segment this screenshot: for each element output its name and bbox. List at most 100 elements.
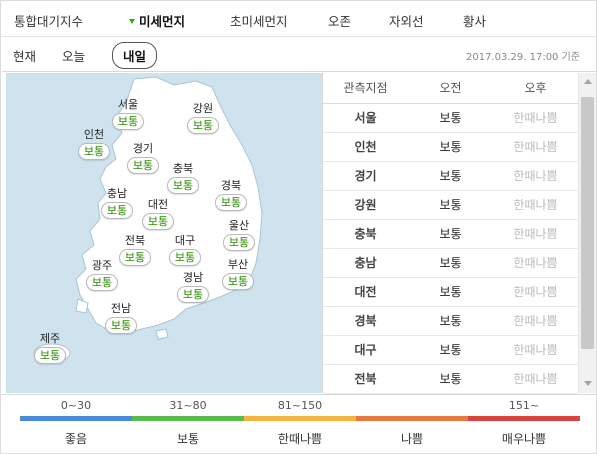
region-status-badge: 보통 bbox=[141, 213, 175, 230]
island-land bbox=[75, 298, 89, 314]
legend-label: 좋음 bbox=[64, 432, 88, 446]
afternoon-cell: 한때나쁨 bbox=[513, 198, 558, 212]
scroll-down-icon[interactable] bbox=[579, 377, 597, 391]
morning-cell: 보통 bbox=[439, 140, 462, 154]
region-gyeongnam[interactable]: 경남 보통 bbox=[163, 271, 223, 303]
column-header: 오전 bbox=[439, 81, 462, 95]
station-cell: 인천 bbox=[354, 140, 377, 154]
table-row: 경북 보통 한때나쁨 bbox=[323, 307, 578, 336]
region-chungbuk[interactable]: 충북 보통 bbox=[153, 162, 213, 194]
region-status-badge: 보통 bbox=[104, 317, 138, 334]
tab-integrated-index[interactable]: 통합대기지수 bbox=[14, 14, 84, 29]
table-row: 대구 보통 한때나쁨 bbox=[323, 336, 578, 365]
morning-cell: 보통 bbox=[439, 314, 462, 328]
tab-today[interactable]: 오늘 bbox=[62, 49, 86, 64]
region-name: 전남 bbox=[110, 302, 132, 315]
station-cell: 대전 bbox=[354, 285, 377, 299]
morning-cell: 보통 bbox=[439, 372, 462, 386]
table-row: 강원 보통 한때나쁨 bbox=[323, 191, 578, 220]
region-gyeongbuk[interactable]: 경북 보통 bbox=[201, 179, 261, 211]
station-cell: 경북 bbox=[354, 314, 377, 328]
station-cell: 충북 bbox=[354, 227, 377, 241]
morning-cell: 보통 bbox=[439, 343, 462, 357]
region-incheon[interactable]: 인천 보통 bbox=[64, 128, 124, 160]
table-row: 전북 보통 한때나쁨 bbox=[323, 365, 578, 394]
korea-map: 서울 보통 강원 보통 인천 보통 경기 보통 충북 보통 충남 보통 대전 보통 경북 보통 … bbox=[6, 73, 322, 393]
region-status-badge: 보통 bbox=[222, 234, 256, 251]
afternoon-cell: 한때나쁨 bbox=[513, 256, 558, 270]
region-status-badge: 보통 bbox=[126, 157, 160, 174]
morning-cell: 보통 bbox=[439, 169, 462, 183]
region-daejeon[interactable]: 대전 보통 bbox=[128, 198, 188, 230]
tab-now[interactable]: 현재 bbox=[13, 49, 37, 64]
legend-item-very-bad: 151~ 매우나쁨 bbox=[468, 399, 580, 447]
region-status-badge: 보통 bbox=[221, 273, 255, 290]
region-name: 강원 bbox=[192, 102, 214, 115]
legend-range: 81~150 bbox=[277, 399, 323, 412]
table-row: 서울 보통 한때나쁨 bbox=[323, 104, 578, 133]
region-name: 제주 bbox=[39, 332, 61, 345]
legend-color-bar bbox=[468, 416, 580, 421]
tab-fine-dust[interactable]: 미세먼지 bbox=[129, 11, 185, 30]
legend-range: 151~ bbox=[508, 399, 540, 412]
morning-cell: 보통 bbox=[439, 198, 462, 212]
region-gwangju[interactable]: 광주 보통 bbox=[72, 259, 132, 291]
region-status-badge: 보통 bbox=[33, 347, 67, 364]
morning-cell: 보통 bbox=[439, 256, 462, 270]
tab-ozone[interactable]: 오존 bbox=[328, 14, 352, 29]
station-cell: 경기 bbox=[354, 169, 377, 183]
tab-fine-dust-label: 미세먼지 bbox=[139, 14, 186, 29]
station-cell: 충남 bbox=[354, 256, 377, 270]
table-row: 충남 보통 한때나쁨 bbox=[323, 249, 578, 278]
station-cell: 서울 bbox=[354, 111, 377, 125]
legend-range: 31~80 bbox=[169, 399, 207, 412]
region-name: 대구 bbox=[174, 234, 196, 247]
station-cell: 강원 bbox=[354, 198, 377, 212]
station-cell: 전북 bbox=[354, 372, 377, 386]
legend-range bbox=[356, 399, 468, 413]
scrollbar-thumb[interactable] bbox=[581, 97, 594, 349]
region-name: 경기 bbox=[132, 142, 154, 155]
legend-label: 한때나쁨 bbox=[277, 432, 323, 446]
legend-item-bad: 나쁨 bbox=[356, 399, 468, 447]
table-row: 경기 보통 한때나쁨 bbox=[323, 162, 578, 191]
region-name: 전북 bbox=[124, 234, 146, 247]
legend-color-bar bbox=[244, 416, 356, 421]
region-status-badge: 보통 bbox=[186, 117, 220, 134]
legend-label: 나쁨 bbox=[400, 432, 424, 446]
tab-uv[interactable]: 자외선 bbox=[389, 14, 424, 29]
region-status-badge: 보통 bbox=[77, 143, 111, 160]
afternoon-cell: 한때나쁨 bbox=[513, 140, 558, 154]
region-status-badge: 보통 bbox=[168, 249, 202, 266]
table-scrollbar[interactable] bbox=[578, 73, 596, 393]
day-tabs: 현재 오늘 내일 2017.03.29. 17:00 기준 bbox=[2, 37, 597, 72]
region-name: 광주 bbox=[91, 259, 113, 272]
scroll-up-icon[interactable] bbox=[579, 75, 597, 89]
tab-ultrafine-dust[interactable]: 초미세먼지 bbox=[230, 14, 288, 29]
region-status-badge: 보통 bbox=[214, 194, 248, 211]
legend-item-good: 0~30 좋음 bbox=[20, 399, 132, 447]
forecast-table: 관측지점 오전 오후 서울 보통 한때나쁨 인천 보통 한때나쁨 경기 보통 한때나쁨 강원… bbox=[322, 73, 578, 394]
region-seoul[interactable]: 서울 보통 bbox=[98, 98, 158, 130]
legend-label: 보통 bbox=[176, 432, 200, 446]
region-chungnam[interactable]: 충남 보통 bbox=[87, 187, 147, 219]
station-cell: 대구 bbox=[354, 343, 377, 357]
region-status-badge: 보통 bbox=[100, 202, 134, 219]
region-status-badge: 보통 bbox=[118, 249, 152, 266]
column-header: 오후 bbox=[524, 81, 547, 95]
tab-yellow-dust[interactable]: 황사 bbox=[463, 14, 487, 29]
region-name: 충북 bbox=[172, 162, 194, 175]
table-row: 충북 보통 한때나쁨 bbox=[323, 220, 578, 249]
region-ulsan[interactable]: 울산 보통 bbox=[209, 219, 269, 251]
region-status-badge: 보통 bbox=[176, 286, 210, 303]
island-land bbox=[155, 328, 169, 340]
tab-tomorrow[interactable]: 내일 bbox=[112, 42, 158, 69]
region-busan[interactable]: 부산 보통 bbox=[208, 258, 268, 290]
